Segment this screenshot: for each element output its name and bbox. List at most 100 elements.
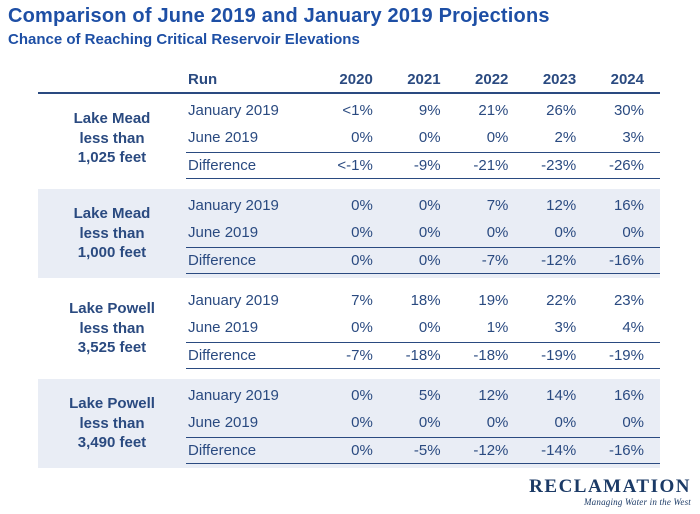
- cell-value: -16%: [608, 252, 644, 269]
- cell-run: June 2019: [188, 319, 259, 336]
- reclamation-wordmark: RECLAMATION: [529, 476, 691, 497]
- cell-value: 0%: [418, 129, 441, 146]
- cell-value: 16%: [613, 387, 644, 404]
- table-row-difference: Difference <-1% -9% -21% -23% -26%: [186, 152, 660, 179]
- table-row: June 2019 0% 0% 1% 3% 4%: [186, 315, 660, 342]
- cell-value: -23%: [541, 157, 577, 174]
- cell-value: 0%: [418, 252, 441, 269]
- cell-run: Difference: [188, 157, 257, 174]
- cell-run: June 2019: [188, 129, 259, 146]
- table-row: January 2019 0% 5% 12% 14% 16%: [186, 383, 660, 410]
- cell-value: 0%: [351, 414, 373, 431]
- cell-value: 0%: [418, 197, 441, 214]
- table-row: January 2019 0% 0% 7% 12% 16%: [186, 193, 660, 220]
- table-row: June 2019 0% 0% 0% 2% 3%: [186, 125, 660, 152]
- table-header-row: Run 2020 2021 2022 2023 2024: [38, 68, 660, 94]
- cell-value: 3%: [622, 129, 644, 146]
- group-lake-mead-1025: Lake Mead less than 1,025 feet January 2…: [38, 94, 660, 183]
- cell-value: -21%: [473, 157, 509, 174]
- cell-value: -9%: [413, 157, 441, 174]
- cell-value: 0%: [554, 414, 577, 431]
- cell-value: 0%: [418, 319, 441, 336]
- cell-value: <-1%: [337, 157, 373, 174]
- cell-value: -19%: [541, 347, 577, 364]
- cell-run: Difference: [188, 252, 257, 269]
- table-row: June 2019 0% 0% 0% 0% 0%: [186, 410, 660, 437]
- header-run: Run: [188, 71, 218, 88]
- cell-value: 0%: [486, 414, 509, 431]
- projection-table: Run 2020 2021 2022 2023 2024 Lake Mead l…: [38, 68, 660, 474]
- slide-subtitle: Chance of Reaching Critical Reservoir El…: [8, 31, 360, 48]
- cell-value: 0%: [351, 197, 373, 214]
- reclamation-logo: RECLAMATION Managing Water in the West: [529, 477, 691, 507]
- cell-value: 30%: [613, 102, 644, 119]
- cell-value: -16%: [608, 442, 644, 459]
- cell-value: 26%: [546, 102, 577, 119]
- header-year-2022: 2022: [475, 71, 509, 88]
- cell-run: Difference: [188, 442, 257, 459]
- cell-value: 7%: [351, 292, 373, 309]
- cell-value: 0%: [351, 224, 373, 241]
- group-label: Lake Mead less than 1,000 feet: [73, 205, 151, 262]
- cell-value: 0%: [622, 414, 644, 431]
- header-year-2020: 2020: [339, 71, 373, 88]
- cell-value: -26%: [608, 157, 644, 174]
- cell-value: 1%: [486, 319, 509, 336]
- table-row: June 2019 0% 0% 0% 0% 0%: [186, 220, 660, 247]
- group-label: Lake Powell less than 3,490 feet: [69, 395, 155, 452]
- cell-value: 2%: [554, 129, 577, 146]
- cell-run: Difference: [188, 347, 257, 364]
- cell-value: 0%: [418, 414, 441, 431]
- cell-value: 19%: [478, 292, 509, 309]
- cell-value: 0%: [622, 224, 644, 241]
- cell-value: 4%: [622, 319, 644, 336]
- cell-value: 0%: [486, 224, 509, 241]
- cell-value: 0%: [351, 442, 373, 459]
- cell-value: 23%: [613, 292, 644, 309]
- cell-value: -19%: [608, 347, 644, 364]
- cell-run: January 2019: [188, 387, 279, 404]
- cell-value: 0%: [351, 387, 373, 404]
- table-row-difference: Difference -7% -18% -18% -19% -19%: [186, 342, 660, 369]
- cell-run: June 2019: [188, 224, 259, 241]
- cell-value: 12%: [546, 197, 577, 214]
- cell-value: -5%: [413, 442, 441, 459]
- cell-value: -18%: [405, 347, 441, 364]
- group-lake-powell-3490: Lake Powell less than 3,490 feet January…: [38, 379, 660, 468]
- cell-value: 0%: [351, 319, 373, 336]
- cell-value: 3%: [554, 319, 577, 336]
- table-row-difference: Difference 0% 0% -7% -12% -16%: [186, 247, 660, 274]
- cell-value: -14%: [541, 442, 577, 459]
- group-lake-powell-3525: Lake Powell less than 3,525 feet January…: [38, 284, 660, 373]
- cell-value: 0%: [418, 224, 441, 241]
- cell-value: -12%: [541, 252, 577, 269]
- cell-run: June 2019: [188, 414, 259, 431]
- table-row-difference: Difference 0% -5% -12% -14% -16%: [186, 437, 660, 464]
- cell-value: -12%: [473, 442, 509, 459]
- group-label: Lake Powell less than 3,525 feet: [69, 300, 155, 357]
- cell-value: 0%: [554, 224, 577, 241]
- cell-run: January 2019: [188, 102, 279, 119]
- cell-value: 0%: [351, 129, 373, 146]
- reclamation-tagline: Managing Water in the West: [583, 497, 691, 507]
- cell-value: <1%: [342, 102, 373, 119]
- cell-value: 21%: [478, 102, 509, 119]
- cell-value: -7%: [346, 347, 373, 364]
- slide-title: Comparison of June 2019 and January 2019…: [8, 5, 550, 27]
- cell-value: 12%: [478, 387, 509, 404]
- cell-value: -7%: [481, 252, 509, 269]
- header-year-2024: 2024: [610, 71, 644, 88]
- group-label: Lake Mead less than 1,025 feet: [73, 110, 151, 167]
- header-year-2023: 2023: [542, 71, 577, 88]
- cell-value: -18%: [473, 347, 509, 364]
- cell-value: 0%: [351, 252, 373, 269]
- header-spacer: [38, 68, 186, 92]
- cell-value: 22%: [546, 292, 577, 309]
- cell-value: 5%: [418, 387, 441, 404]
- cell-value: 7%: [486, 197, 509, 214]
- cell-value: 9%: [418, 102, 441, 119]
- cell-run: January 2019: [188, 197, 279, 214]
- header-year-2021: 2021: [407, 71, 441, 88]
- table-row: January 2019 <1% 9% 21% 26% 30%: [186, 98, 660, 125]
